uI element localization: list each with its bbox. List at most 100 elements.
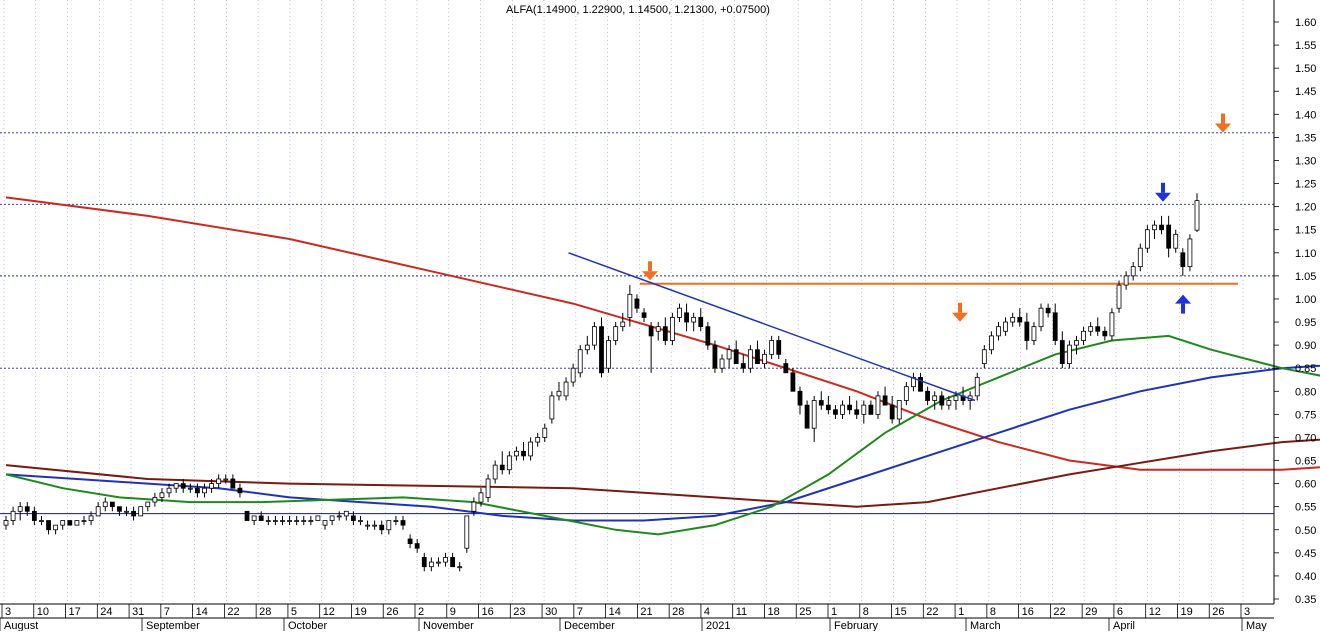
month-label: April bbox=[1113, 620, 1135, 631]
candle-body bbox=[53, 524, 59, 531]
candle-body bbox=[556, 390, 562, 397]
candle-body bbox=[145, 501, 151, 508]
y-tick-label: 1.45 bbox=[1295, 86, 1316, 98]
candle-body bbox=[1144, 229, 1150, 249]
candle-body bbox=[485, 478, 491, 498]
candle-body bbox=[492, 464, 498, 480]
x-tick-label: 14 bbox=[609, 606, 621, 618]
x-tick-label: 28 bbox=[672, 606, 684, 618]
candle-body bbox=[1194, 200, 1200, 231]
x-tick-label: 26 bbox=[1212, 606, 1224, 618]
y-tick-label: 0.85 bbox=[1295, 363, 1316, 375]
candle-body bbox=[514, 450, 519, 457]
x-tick-label: 19 bbox=[354, 606, 366, 618]
x-tick-label: 7 bbox=[164, 606, 170, 618]
candle-body bbox=[88, 515, 94, 521]
candle-body bbox=[379, 524, 385, 531]
candle-body bbox=[407, 538, 413, 545]
candle-body bbox=[641, 312, 647, 318]
moving-averages bbox=[5, 196, 1320, 536]
candle-body bbox=[818, 400, 824, 406]
y-tick-label: 1.20 bbox=[1295, 202, 1316, 214]
candle-body bbox=[131, 510, 137, 517]
orange-down-arrow bbox=[952, 302, 968, 322]
candle-body bbox=[272, 520, 278, 522]
candle-body bbox=[24, 506, 30, 512]
candle-body bbox=[223, 478, 229, 481]
x-tick-label: 12 bbox=[1149, 606, 1161, 618]
candle-body bbox=[903, 386, 909, 401]
candle-body bbox=[1109, 312, 1115, 337]
candle-body bbox=[1010, 317, 1016, 323]
candle-body bbox=[195, 487, 200, 494]
candle-body bbox=[1152, 224, 1157, 231]
candle-body bbox=[67, 520, 73, 526]
candle-body bbox=[847, 404, 853, 411]
y-tick-label: 0.70 bbox=[1295, 432, 1316, 444]
candle-body bbox=[1137, 247, 1143, 268]
x-tick-label: 25 bbox=[799, 606, 811, 618]
x-tick-label: 8 bbox=[990, 606, 996, 618]
candle-body bbox=[471, 501, 477, 512]
candle-body bbox=[152, 497, 158, 503]
x-tick-label: 15 bbox=[895, 606, 907, 618]
candle-body bbox=[974, 377, 980, 397]
annotations bbox=[568, 113, 1231, 402]
x-tick-label: 17 bbox=[69, 606, 81, 618]
x-tick-label: 12 bbox=[323, 606, 335, 618]
candle-body bbox=[1095, 326, 1101, 332]
blue-down-arrow bbox=[1155, 182, 1171, 202]
candle-body bbox=[854, 409, 860, 415]
candle-body bbox=[1031, 326, 1037, 341]
candle-body bbox=[570, 367, 576, 383]
candle-body bbox=[287, 520, 292, 522]
candle-body bbox=[187, 487, 193, 490]
candle-body bbox=[1180, 252, 1186, 268]
x-tick-label: 26 bbox=[386, 606, 398, 618]
candle-body bbox=[450, 557, 456, 568]
candle-body bbox=[733, 349, 739, 364]
candle-body bbox=[620, 321, 626, 328]
candle-body bbox=[358, 520, 363, 522]
candle-body bbox=[1159, 224, 1164, 231]
candle-body bbox=[925, 390, 931, 401]
candle-body bbox=[1081, 330, 1086, 341]
candle-body bbox=[166, 487, 172, 494]
candle-body bbox=[932, 395, 938, 401]
candle-body bbox=[655, 326, 661, 332]
candle-body bbox=[60, 520, 66, 526]
candle-body bbox=[1059, 340, 1065, 364]
candle-body bbox=[10, 510, 16, 521]
candle-body bbox=[535, 437, 541, 443]
candle-body bbox=[443, 557, 448, 563]
candle-body bbox=[1173, 233, 1179, 249]
arrow-shaft bbox=[958, 302, 962, 313]
candle-body bbox=[294, 520, 300, 522]
candle-body bbox=[365, 524, 370, 527]
candle-body bbox=[996, 326, 1001, 337]
candle-body bbox=[833, 409, 838, 415]
candle-body bbox=[258, 515, 264, 521]
candle-body bbox=[953, 395, 959, 401]
candle-body bbox=[506, 455, 512, 471]
candle-body bbox=[173, 483, 179, 489]
candle-body bbox=[549, 395, 555, 420]
candle-body bbox=[1074, 340, 1079, 346]
candle-body bbox=[478, 492, 484, 503]
vertical-grid bbox=[3, 0, 1244, 604]
candle-body bbox=[46, 520, 51, 531]
orange-down-arrow bbox=[642, 261, 658, 281]
arrow-head bbox=[1155, 192, 1171, 202]
x-tick-label: 9 bbox=[450, 606, 456, 618]
arrow-shaft bbox=[648, 261, 652, 272]
candle-body bbox=[889, 404, 895, 420]
candle-body bbox=[17, 506, 23, 512]
candle-body bbox=[400, 520, 406, 526]
x-tick-label: 28 bbox=[259, 606, 271, 618]
month-label: December bbox=[564, 620, 615, 631]
x-tick-label: 5 bbox=[291, 606, 297, 618]
candle-body bbox=[740, 363, 746, 369]
month-label: 2021 bbox=[706, 620, 730, 631]
candle-body bbox=[81, 520, 87, 522]
